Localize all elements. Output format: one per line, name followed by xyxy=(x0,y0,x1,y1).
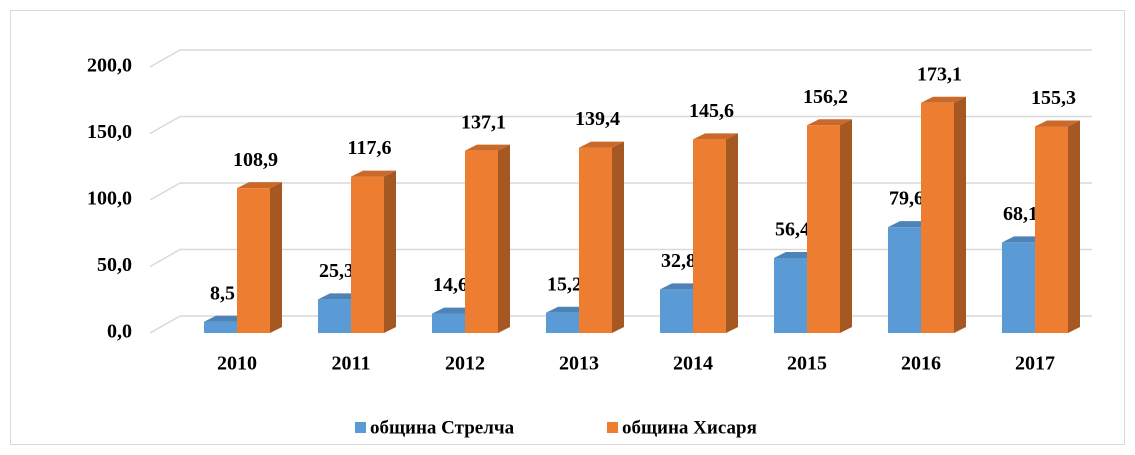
value-label: 25,3 xyxy=(319,260,354,282)
x-tick-label: 2013 xyxy=(559,353,599,375)
bar xyxy=(237,182,282,333)
value-label: 79,6 xyxy=(889,188,924,210)
value-label: 145,6 xyxy=(689,100,734,122)
legend-label: община Стрелча xyxy=(370,417,515,438)
bar-front xyxy=(204,321,237,333)
x-tick-label: 2015 xyxy=(787,353,827,375)
bar-front xyxy=(351,176,384,333)
value-label: 137,1 xyxy=(461,111,506,133)
grid-line xyxy=(149,115,1092,135)
bar xyxy=(921,96,966,333)
bar-side xyxy=(1068,120,1080,334)
bar-front xyxy=(465,150,498,333)
bar-side xyxy=(954,96,966,333)
legend-swatch xyxy=(607,422,618,433)
bar-top xyxy=(693,133,738,140)
grid-line xyxy=(149,248,1092,268)
bar xyxy=(351,170,396,333)
y-tick-label: 0,0 xyxy=(107,321,132,343)
grid-line xyxy=(149,49,1092,68)
bar-top xyxy=(579,141,624,148)
bar-side xyxy=(498,144,510,333)
bar-top xyxy=(237,182,282,189)
y-tick-label: 100,0 xyxy=(87,188,132,210)
bar xyxy=(807,119,852,333)
bar xyxy=(579,141,624,333)
value-label: 156,2 xyxy=(803,86,848,108)
bar xyxy=(465,144,510,333)
x-tick-label: 2017 xyxy=(1015,353,1055,375)
bar-front xyxy=(579,147,612,333)
bar-top xyxy=(1035,120,1080,127)
bar-front xyxy=(921,102,954,333)
value-label: 8,5 xyxy=(210,282,235,304)
bar-front xyxy=(1002,242,1035,333)
bar-front xyxy=(237,188,270,333)
bar xyxy=(693,133,738,333)
x-tick-label: 2016 xyxy=(901,353,941,375)
bar-front xyxy=(660,289,693,333)
bar-front xyxy=(318,299,351,333)
bar-side xyxy=(840,119,852,333)
value-label: 108,9 xyxy=(233,149,278,171)
y-tick-label: 200,0 xyxy=(87,55,132,77)
bar xyxy=(1035,120,1080,334)
bar-top xyxy=(351,170,396,177)
value-label: 173,1 xyxy=(917,63,962,85)
y-tick-label: 150,0 xyxy=(87,121,132,143)
bar-top xyxy=(921,96,966,103)
value-label: 155,3 xyxy=(1031,87,1076,109)
bar-front xyxy=(888,227,921,333)
value-label: 139,4 xyxy=(575,108,620,130)
value-label: 15,2 xyxy=(547,273,582,295)
x-tick-label: 2011 xyxy=(332,353,371,375)
bar-front xyxy=(546,312,579,333)
bar-top xyxy=(465,144,510,151)
value-label: 32,8 xyxy=(661,250,696,272)
grid-line xyxy=(149,182,1092,201)
x-tick-label: 2012 xyxy=(445,353,485,375)
x-tick-label: 2014 xyxy=(673,353,713,375)
bar-front xyxy=(1035,126,1068,334)
value-label: 68,1 xyxy=(1003,203,1038,225)
bar-side xyxy=(726,133,738,333)
bar-side xyxy=(384,170,396,333)
bar-side xyxy=(270,182,282,333)
bar-front xyxy=(807,125,840,333)
bar-front xyxy=(774,257,807,333)
x-tick-label: 2010 xyxy=(217,353,257,375)
value-label: 14,6 xyxy=(433,274,468,296)
bar-front xyxy=(693,139,726,333)
value-label: 56,4 xyxy=(775,219,810,241)
y-tick-label: 50,0 xyxy=(97,254,132,276)
bar-front xyxy=(432,313,465,333)
bar-side xyxy=(612,141,624,333)
legend-swatch xyxy=(355,422,366,433)
value-label: 117,6 xyxy=(348,137,392,159)
legend-label: община Хисаря xyxy=(622,417,757,438)
bar-top xyxy=(807,119,852,126)
